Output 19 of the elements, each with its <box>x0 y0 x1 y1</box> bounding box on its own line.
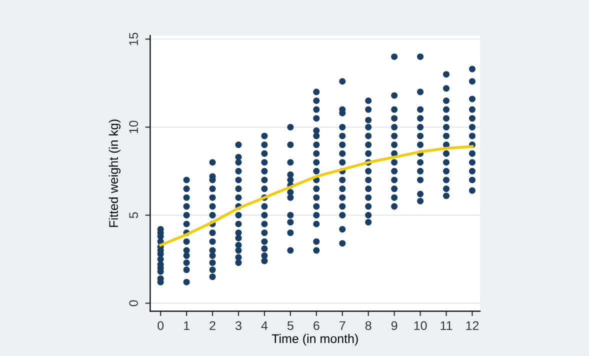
x-axis-title: Time (in month) <box>272 334 358 346</box>
y-tick-label: 10 <box>129 120 138 134</box>
y-tick-label: 15 <box>129 32 138 46</box>
x-tick-label: 6 <box>314 321 320 330</box>
y-tick-label: 0 <box>129 300 138 306</box>
x-tick-label: 0 <box>158 321 164 330</box>
x-tick-label: 5 <box>287 321 294 330</box>
x-tick-label: 8 <box>365 321 372 330</box>
x-tick-label: 12 <box>466 321 479 330</box>
x-tick-label: 10 <box>414 321 427 330</box>
x-tick-label: 11 <box>440 321 452 330</box>
y-tick-label: 5 <box>129 212 138 218</box>
x-tick-label: 1 <box>184 321 190 330</box>
x-tick-label: 9 <box>391 321 398 330</box>
x-tick-label: 7 <box>340 321 346 330</box>
x-tick-label: 2 <box>210 321 216 330</box>
y-axis-title: Fitted weight (in kg) <box>108 120 120 227</box>
x-tick-label: 3 <box>236 321 242 330</box>
x-tick-label: 4 <box>261 321 268 330</box>
